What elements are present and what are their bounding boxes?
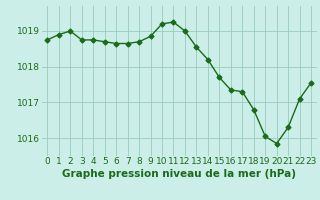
X-axis label: Graphe pression niveau de la mer (hPa): Graphe pression niveau de la mer (hPa): [62, 169, 296, 179]
